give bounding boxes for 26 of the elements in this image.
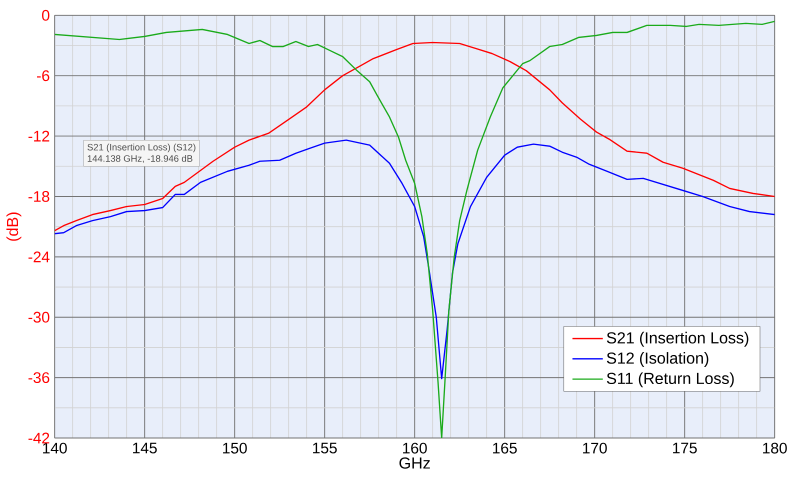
y-tick-label: -24	[28, 252, 50, 262]
legend-label: S12 (Isolation)	[606, 352, 708, 367]
y-axis-title: (dB)	[6, 212, 22, 241]
y-tick-label: -36	[28, 372, 50, 384]
x-tick-label: 160	[403, 442, 427, 454]
legend-label: S11 (Return Loss)	[606, 372, 734, 388]
x-axis-title: GHz	[399, 457, 430, 469]
y-tick-label: -18	[28, 191, 50, 202]
x-tick-label: 175	[673, 442, 697, 454]
x-tick-label: 180	[763, 442, 787, 454]
y-tick-label: -12	[28, 130, 50, 142]
x-tick-label: 140	[43, 442, 67, 454]
x-tick-label: 145	[133, 442, 157, 454]
line-series	[54, 42, 775, 232]
y-tick-label: -6	[37, 70, 50, 82]
line-series	[54, 20, 775, 438]
y-tick-label: -30	[28, 312, 50, 323]
annotation: 144.138 GHz, -18.946 dB	[88, 154, 192, 163]
legend-label: S21 (Insertion Loss)	[606, 332, 748, 347]
y-tick-label: 0	[42, 10, 50, 21]
annotation: S21 (Insertion Loss) (S12)	[87, 144, 196, 152]
x-tick-label: 155	[313, 442, 337, 454]
y-tick-label: -42	[28, 432, 50, 444]
x-tick-label: 170	[583, 442, 607, 454]
x-tick-label: 150	[223, 442, 247, 454]
x-tick-label: 165	[493, 442, 517, 454]
